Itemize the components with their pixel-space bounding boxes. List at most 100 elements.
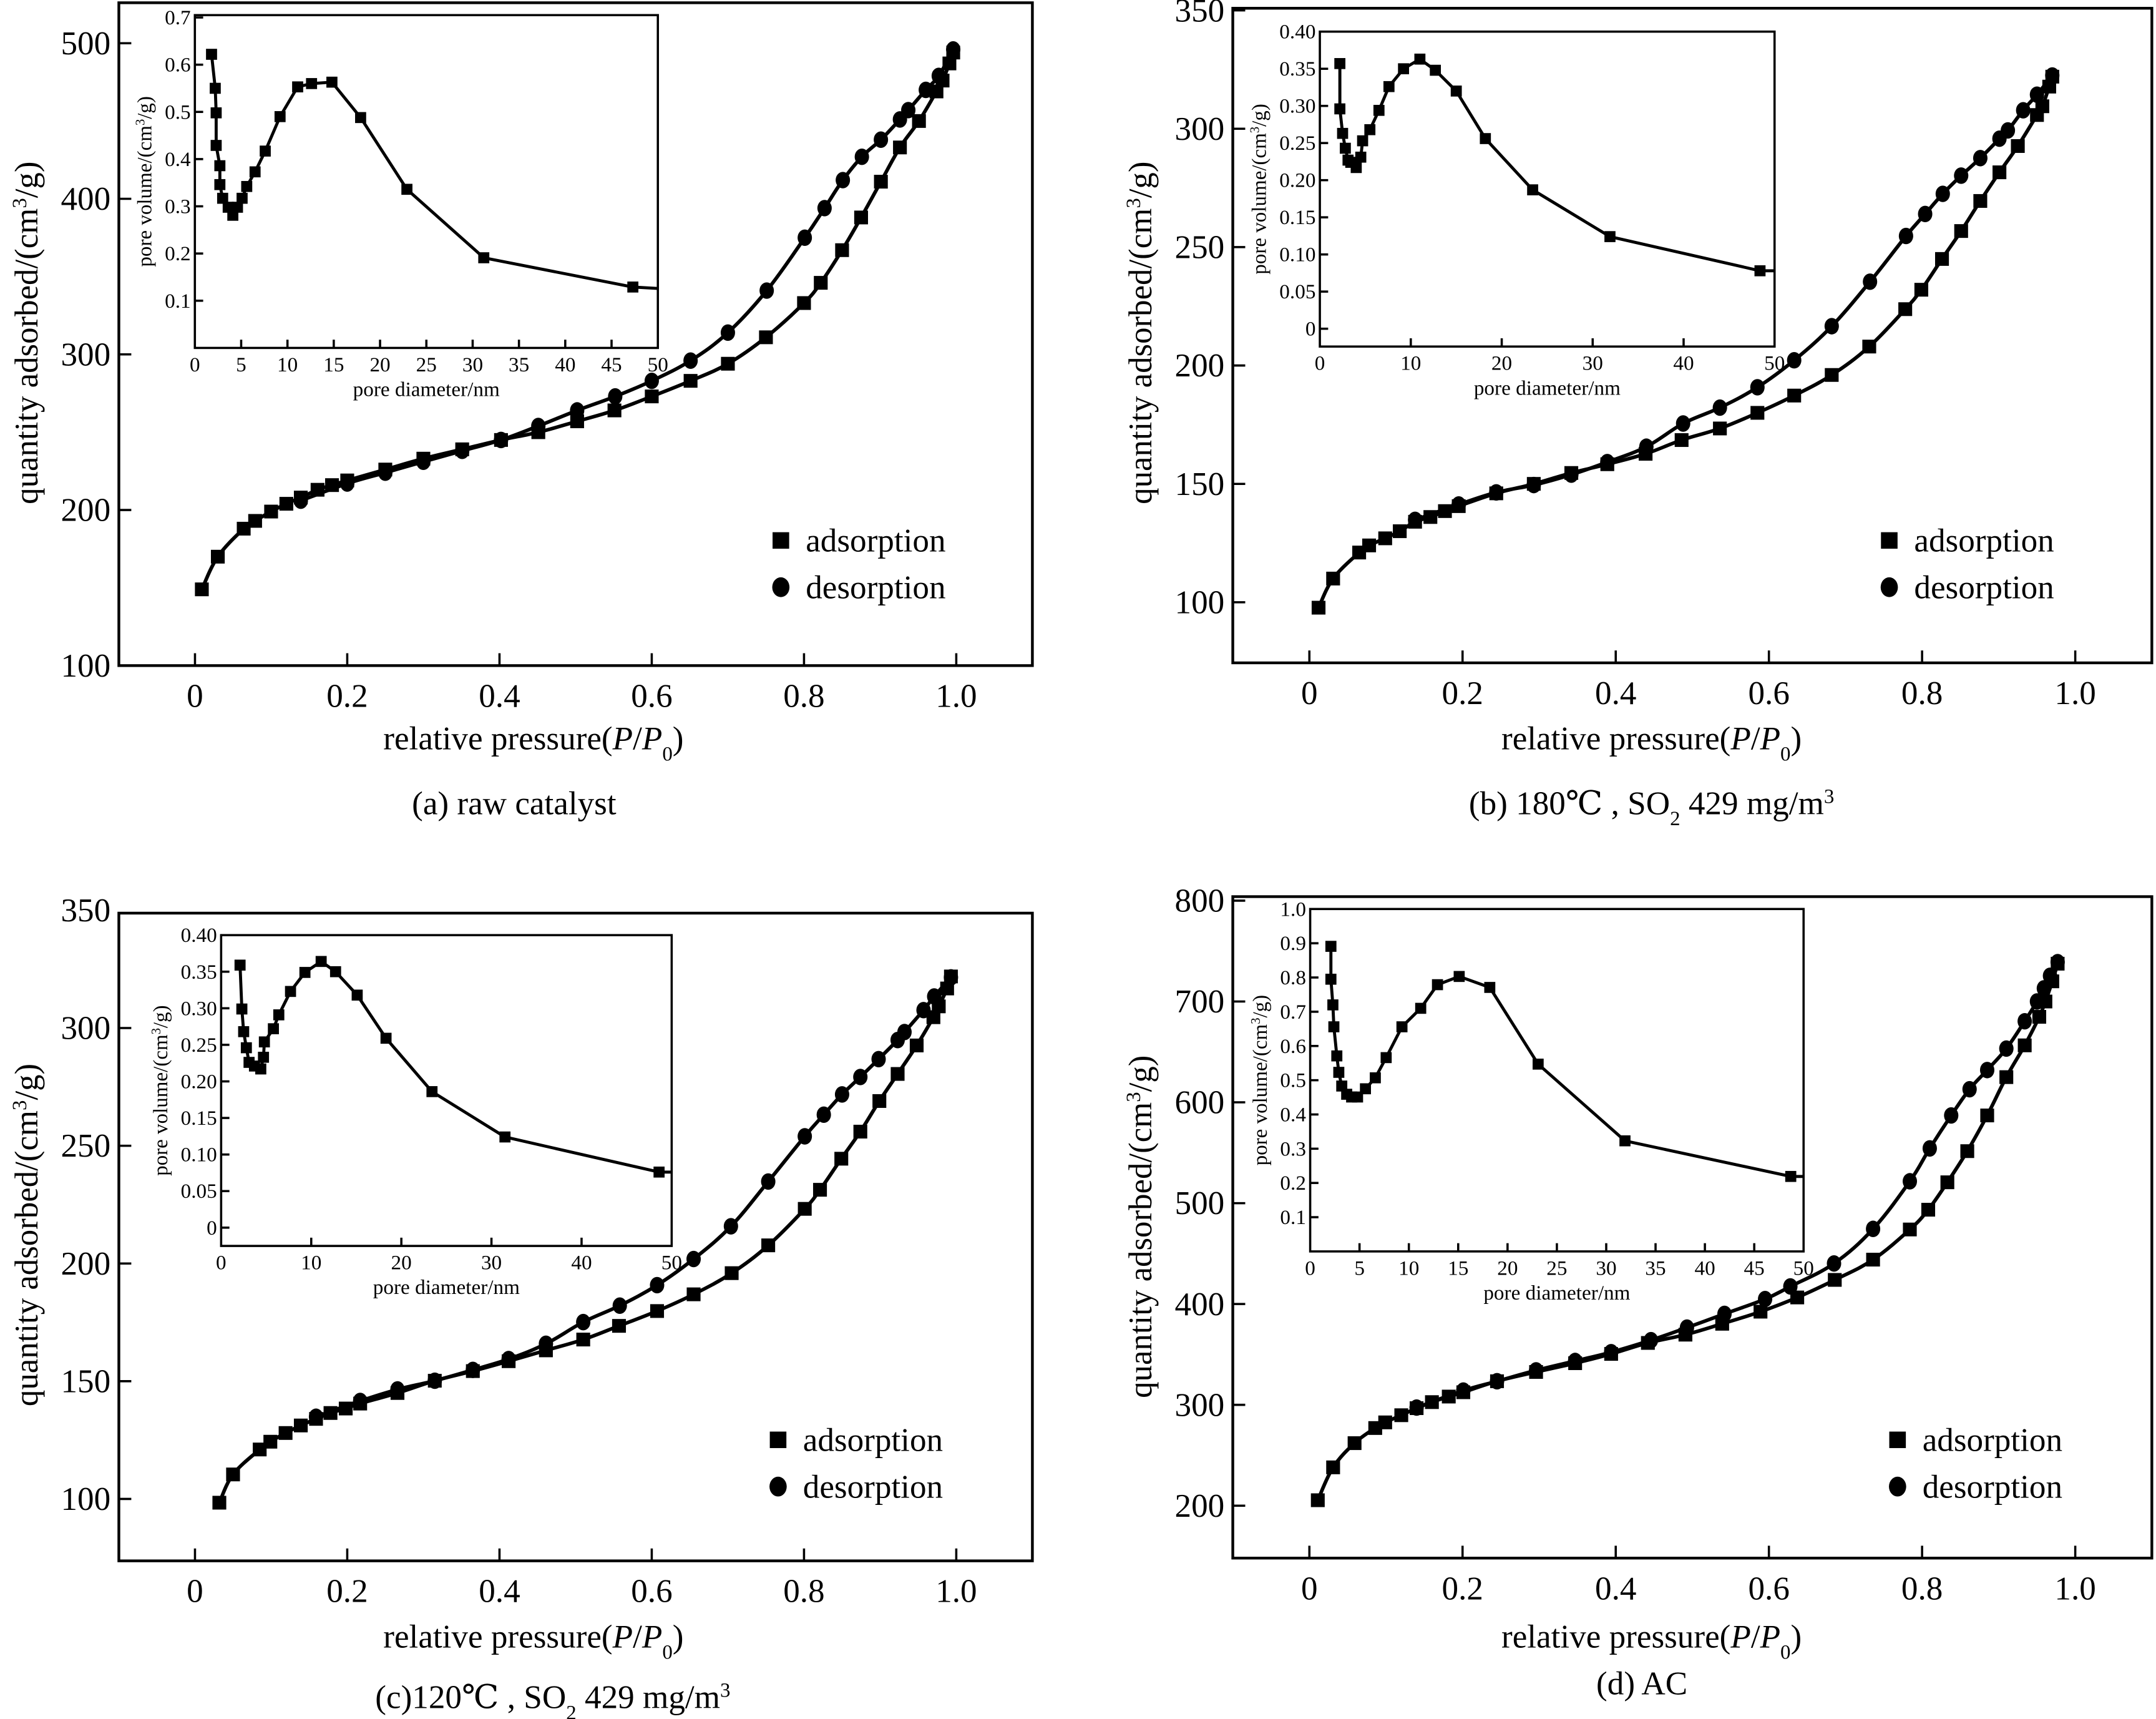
inset-y-tick-label: 0.9 [1280, 932, 1306, 955]
caption-a: (a) raw catalyst [412, 785, 617, 821]
inset-psd-point [232, 202, 243, 213]
adsorption-point [1828, 1273, 1842, 1287]
adsorption-point [1394, 1408, 1408, 1423]
desorption-point [1408, 511, 1423, 529]
desorption-point [946, 41, 961, 58]
desorption-point [871, 1050, 886, 1068]
adsorption-point [798, 1202, 812, 1216]
desorption-point [798, 1128, 812, 1145]
inset-x-tick-label: 35 [509, 353, 529, 376]
adsorption-point [1825, 368, 1839, 382]
inset-psd-point [1480, 133, 1491, 144]
adsorption-point [893, 140, 907, 155]
x-tick-label: 1.0 [2054, 1570, 2095, 1607]
desorption-point [390, 1381, 405, 1398]
x-tick-label: 0.4 [1595, 1570, 1636, 1607]
inset-x-tick-label: 20 [369, 353, 390, 376]
inset-psd-point [1754, 265, 1766, 277]
inset-x-tick-label: 0 [1305, 1256, 1315, 1280]
inset-y-tick-label: 0.5 [165, 100, 191, 124]
desorption-point [1526, 476, 1541, 494]
adsorption-point [721, 356, 735, 371]
inset-y-tick-label: 0.40 [1279, 21, 1315, 44]
inset-y-tick-label: 0.35 [1279, 57, 1315, 81]
desorption-point [1918, 205, 1933, 223]
inset-psd-point [1414, 53, 1426, 65]
inset-y-tick-label: 0.25 [1279, 132, 1315, 155]
adsorption-point [2035, 99, 2049, 114]
inset-y-tick-label: 0.05 [1279, 280, 1315, 303]
inset-psd-point [1357, 135, 1368, 147]
adsorption-point [686, 1287, 701, 1301]
inset-psd-point [1331, 1050, 1343, 1062]
desorption-point [683, 352, 698, 369]
inset-psd-point [1450, 86, 1462, 97]
adsorption-point [1378, 531, 1392, 546]
desorption-point [1898, 227, 1913, 245]
x-axis-title-a: relative pressure(P/P0) [383, 721, 683, 766]
desorption-point [308, 1408, 323, 1425]
desorption-point [944, 969, 958, 986]
legend-adsorption-marker [1881, 532, 1898, 549]
desorption-point [416, 453, 431, 471]
inset-psd-point [1350, 162, 1362, 174]
inset-y-tick-label: 0.35 [181, 961, 217, 984]
y-tick-label: 200 [61, 492, 110, 529]
legend-d: adsorption desorption [1889, 1422, 2062, 1505]
inset-plot-d: 0 5 10 15 20 25 30 35 40 45 50 0.1 0.2 0.3 0.4 0.5 0.6 0.… [1249, 898, 1814, 1305]
inset-psd-point [1325, 973, 1337, 985]
desorption-point [892, 111, 907, 128]
y-tick-label: 400 [1175, 1286, 1225, 1323]
inset-psd-point [240, 1042, 252, 1054]
inset-psd-point [1430, 64, 1441, 76]
desorption-point [1866, 1220, 1881, 1237]
x-tick-label: 1.0 [935, 1574, 977, 1610]
inset-psd-point [1325, 941, 1337, 952]
adsorption-point [612, 1319, 627, 1333]
inset-psd-point [210, 140, 222, 151]
desorption-point [1600, 454, 1615, 471]
inset-y-tick-label: 0.3 [1280, 1137, 1306, 1160]
y-tick-label: 150 [61, 1364, 110, 1400]
x-axis-title-b: relative pressure(P/P0) [1501, 721, 1802, 766]
desorption-point [2029, 993, 2044, 1010]
inset-x-tick-label: 40 [1695, 1256, 1715, 1280]
inset-psd-point [306, 78, 318, 89]
desorption-point [1490, 1373, 1505, 1390]
adsorption-point [854, 210, 868, 225]
inset-y-tick-label: 0.6 [165, 54, 191, 77]
adsorption-point [253, 1442, 267, 1457]
desorption-point [1787, 351, 1802, 369]
adsorption-point [248, 514, 262, 528]
caption-d: (d) AC [1596, 1665, 1687, 1702]
adsorption-point [1914, 283, 1929, 297]
desorption-point [570, 402, 585, 419]
desorption-point [1922, 1140, 1937, 1157]
y-axis-title-a: quantity adsorbed/(cm3/g) [9, 162, 45, 504]
x-tick-label: 0.2 [326, 1574, 368, 1610]
desorption-point [353, 1393, 368, 1409]
inset-psd-point [236, 1003, 248, 1015]
adsorption-point [1674, 433, 1689, 448]
inset-x-axis-title-a: pore diameter/nm [353, 378, 500, 401]
desorption-point [644, 372, 659, 389]
inset-psd-point [1333, 1067, 1345, 1078]
adsorption-point [834, 1152, 849, 1166]
desorption-point [455, 443, 470, 459]
adsorption-point [1790, 1290, 1805, 1305]
desorption-point [2042, 967, 2057, 984]
desorption-point [854, 148, 869, 165]
inset-psd-point [1398, 63, 1410, 74]
legend-desorption-label: desorption [806, 570, 945, 606]
y-tick-label: 300 [1175, 1387, 1225, 1423]
inset-psd-point [653, 1166, 665, 1178]
inset-psd-point [214, 179, 226, 190]
legend-desorption-marker [1880, 577, 1898, 597]
inset-psd-point [1619, 1135, 1631, 1147]
y-tick-label: 500 [61, 26, 110, 62]
desorption-point [576, 1313, 591, 1331]
inset-psd-point [217, 192, 228, 204]
adsorption-point [1903, 1222, 1917, 1237]
